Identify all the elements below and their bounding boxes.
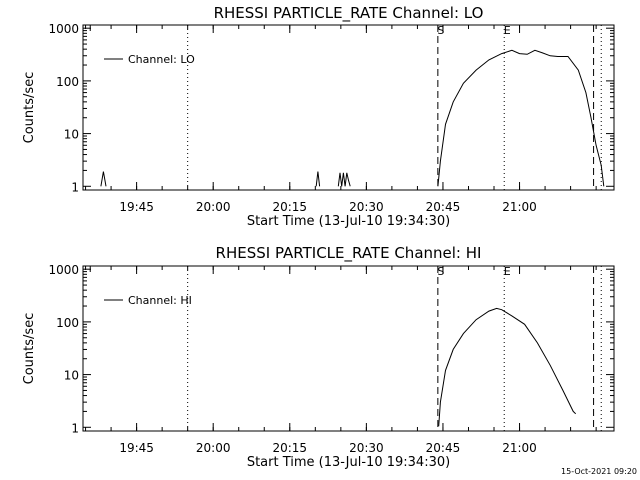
y-axis-label: Counts/sec xyxy=(22,72,37,144)
x-axis-label: Start Time (13-Jul-10 19:34:30) xyxy=(247,455,450,470)
x-tick-label: 20:30 xyxy=(349,441,384,455)
x-tick-label: 20:15 xyxy=(272,200,307,214)
hi-channel-chart: RHESSI PARTICLE_RATE Channel: HI 1 10 100 10… xyxy=(22,244,615,470)
series-line-segment xyxy=(100,171,107,187)
legend-label: Channel: HI xyxy=(128,294,192,307)
marker-label-e: E xyxy=(504,24,511,37)
plot-frame xyxy=(82,24,615,191)
marker-label-e: E xyxy=(504,265,511,278)
series-line-segment xyxy=(438,307,577,427)
footer-timestamp: 15-Oct-2021 09:20 xyxy=(561,467,637,476)
x-tick-label: 21:00 xyxy=(502,441,537,455)
marker-label-s: S xyxy=(437,265,444,278)
x-tick-label: 20:45 xyxy=(426,441,461,455)
legend-label: Channel: LO xyxy=(128,53,195,66)
y-tick-label: 10 xyxy=(64,369,79,383)
x-tick-label: 20:00 xyxy=(196,441,231,455)
chart-title: RHESSI PARTICLE_RATE Channel: LO xyxy=(214,4,484,23)
x-tick-label: 20:30 xyxy=(349,200,384,214)
y-tick-label: 1000 xyxy=(48,263,79,277)
x-tick-label: 20:15 xyxy=(272,441,307,455)
x-tick-label: 19:45 xyxy=(119,200,154,214)
plot-frame xyxy=(82,265,615,432)
marker-label-s: S xyxy=(437,24,444,37)
chart-title: RHESSI PARTICLE_RATE Channel: HI xyxy=(216,244,482,263)
x-tick-label: 20:00 xyxy=(196,200,231,214)
series-line-segment xyxy=(315,171,321,187)
x-tick-label: 21:00 xyxy=(502,200,537,214)
y-tick-label: 1 xyxy=(71,180,79,194)
x-tick-label: 20:45 xyxy=(426,200,461,214)
x-tick-label: 19:45 xyxy=(119,441,154,455)
y-tick-label: 100 xyxy=(56,316,79,330)
series-line-segment xyxy=(337,172,351,187)
lo-channel-chart: RHESSI PARTICLE_RATE Channel: LO 1 10 100 10… xyxy=(22,4,615,229)
y-tick-label: 100 xyxy=(56,75,79,89)
y-tick-label: 1 xyxy=(71,421,79,435)
y-tick-label: 10 xyxy=(64,128,79,142)
y-axis-label: Counts/sec xyxy=(22,313,37,385)
x-axis-label: Start Time (13-Jul-10 19:34:30) xyxy=(247,214,450,229)
y-tick-label: 1000 xyxy=(48,22,79,36)
series-line-segment xyxy=(437,49,605,187)
